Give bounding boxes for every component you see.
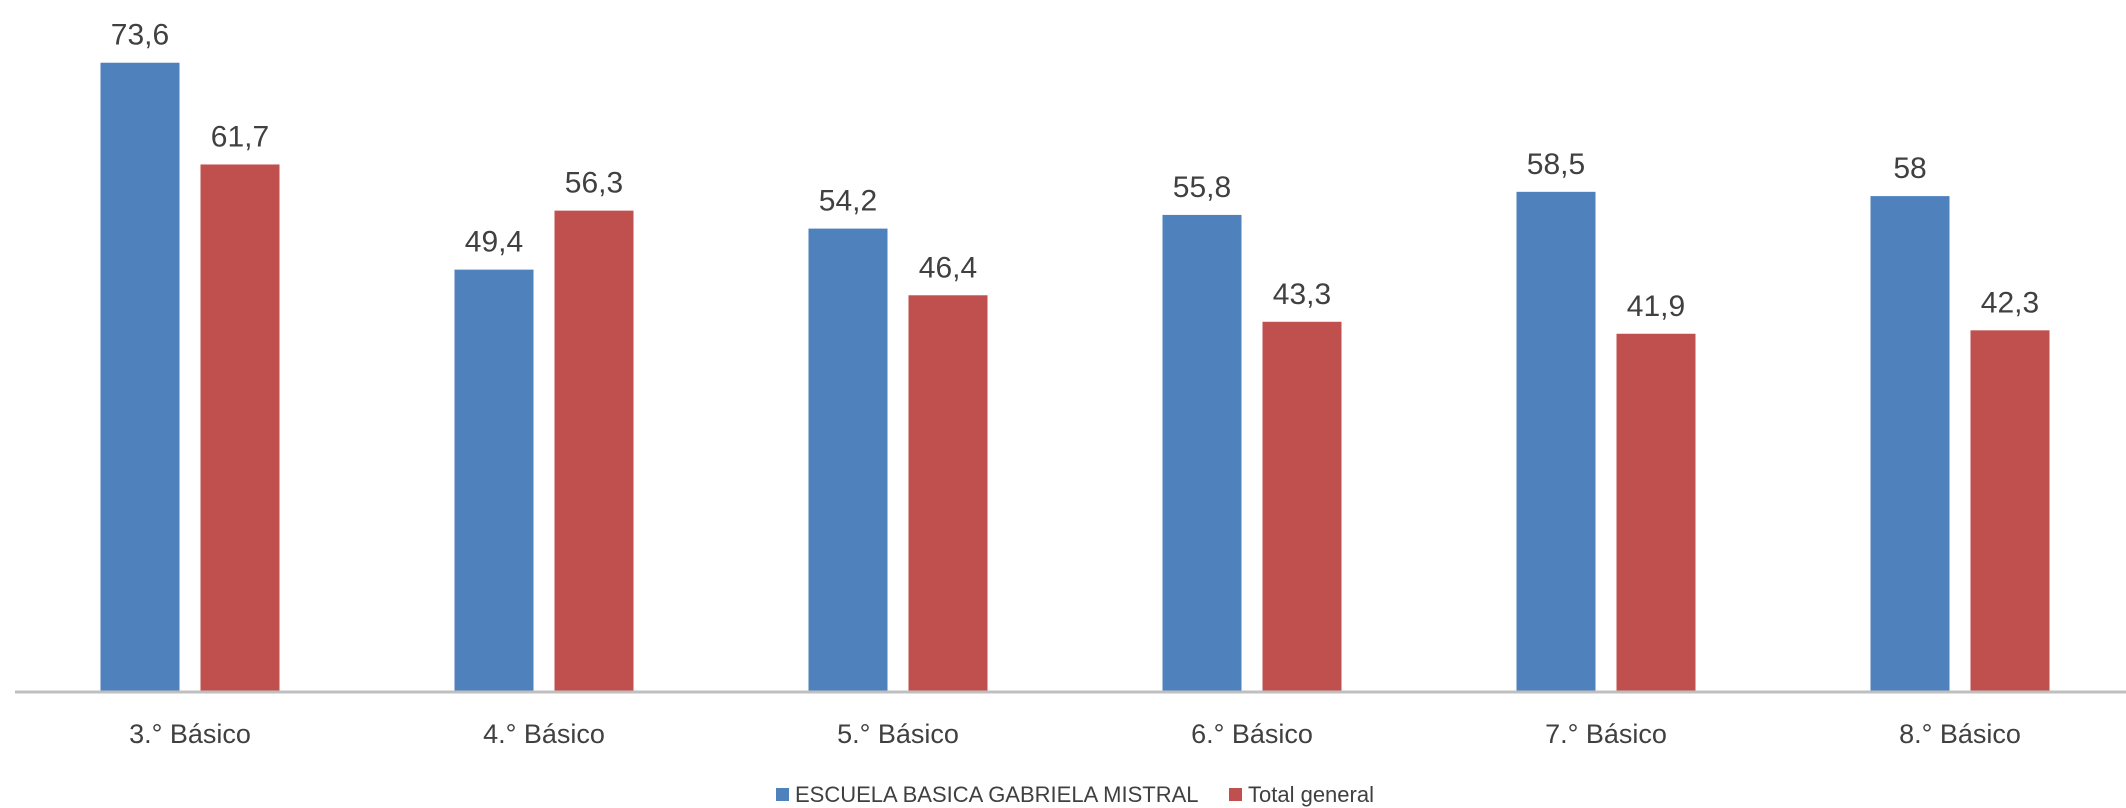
bar-escuela-1 <box>454 269 534 692</box>
legend-swatch <box>1229 788 1242 801</box>
value-label: 61,7 <box>211 120 269 153</box>
value-label: 41,9 <box>1627 290 1685 323</box>
value-label: 46,4 <box>919 251 977 284</box>
value-label: 58 <box>1893 152 1926 185</box>
bars-group <box>100 62 2050 693</box>
value-labels-group: 73,6 61,7 49,4 56,3 54,2 46,4 55,8 43,3 58,5 41,9… <box>111 19 2039 323</box>
value-label: 43,3 <box>1273 278 1331 311</box>
bar-escuela-0 <box>100 62 180 693</box>
value-label: 42,3 <box>1981 286 2039 319</box>
legend-swatch <box>776 788 789 801</box>
value-label: 55,8 <box>1173 171 1231 204</box>
category-labels-group: 3.° Básico 4.° Básico 5.° Básico 6.° Básico… <box>129 719 2021 749</box>
legend-label: ESCUELA BASICA GABRIELA MISTRAL <box>795 782 1199 807</box>
bar-escuela-4 <box>1516 191 1596 692</box>
bar-escuela-2 <box>808 228 888 692</box>
value-label: 73,6 <box>111 19 169 52</box>
bar-total-0 <box>200 164 280 693</box>
category-label: 5.° Básico <box>837 719 959 749</box>
category-label: 7.° Básico <box>1545 719 1667 749</box>
category-label: 4.° Básico <box>483 719 605 749</box>
bar-escuela-5 <box>1870 196 1950 692</box>
value-label: 54,2 <box>819 185 877 218</box>
legend-label: Total general <box>1248 782 1374 807</box>
bar-total-3 <box>1262 321 1342 692</box>
bar-escuela-3 <box>1162 214 1242 692</box>
bar-total-1 <box>554 210 634 692</box>
value-label: 49,4 <box>465 226 523 259</box>
value-label: 58,5 <box>1527 148 1585 181</box>
value-label: 56,3 <box>565 167 623 200</box>
category-label: 8.° Básico <box>1899 719 2021 749</box>
bar-total-5 <box>1970 330 2050 692</box>
category-label: 6.° Básico <box>1191 719 1313 749</box>
bar-total-4 <box>1616 333 1696 692</box>
bar-total-2 <box>908 295 988 692</box>
legend: ESCUELA BASICA GABRIELA MISTRAL Total gen… <box>776 782 1374 807</box>
category-label: 3.° Básico <box>129 719 251 749</box>
